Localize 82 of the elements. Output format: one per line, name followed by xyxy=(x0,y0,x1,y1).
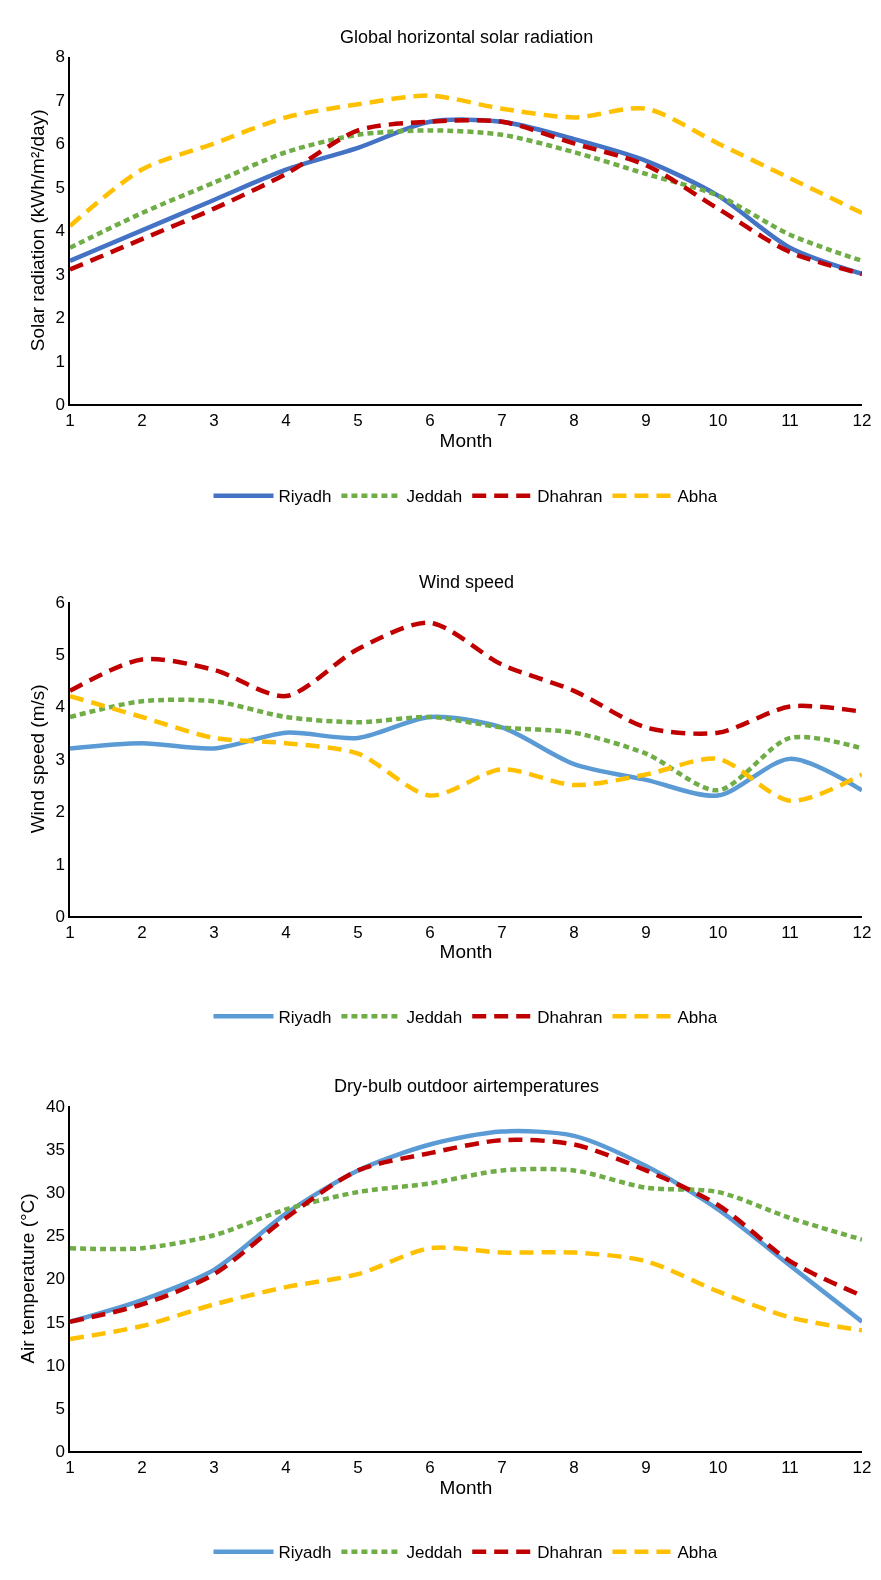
x-tick-label: 11 xyxy=(781,923,799,943)
x-tick-label: 7 xyxy=(497,411,507,431)
y-tick-label: 1 xyxy=(55,854,65,874)
y-tick-label: 10 xyxy=(45,1355,65,1375)
x-tick-label: 2 xyxy=(137,923,147,943)
x-tick-label: 10 xyxy=(708,923,728,943)
x-tick-label: 9 xyxy=(641,411,651,431)
y-tick-label: 7 xyxy=(55,90,65,110)
y-tick-label: 5 xyxy=(55,1399,65,1419)
x-tick-label: 6 xyxy=(425,1458,435,1478)
x-tick-label: 6 xyxy=(425,923,435,943)
x-tick-label: 4 xyxy=(281,1458,291,1478)
x-tick-label: 12 xyxy=(852,1458,872,1478)
legend-label: Jeddah xyxy=(406,1543,463,1563)
line-series xyxy=(70,1245,862,1342)
y-tick-label: 15 xyxy=(45,1312,65,1332)
legend-label: Abha xyxy=(677,1007,718,1027)
y-tick-label: 6 xyxy=(55,134,65,154)
x-tick-label: 2 xyxy=(137,411,147,431)
x-tick-label: 7 xyxy=(497,923,507,943)
x-tick-label: 8 xyxy=(569,923,579,943)
legend-label: Dhahran xyxy=(537,1543,603,1563)
x-tick-label: 3 xyxy=(209,411,219,431)
y-tick-label: 3 xyxy=(55,264,65,284)
legend-label: Riyadh xyxy=(278,487,332,507)
y-axis-title: Air temperature (°C) xyxy=(17,1193,39,1364)
x-axis-title: Month xyxy=(439,429,493,451)
chart-title: Wind speed xyxy=(419,572,515,592)
y-tick-label: 2 xyxy=(55,802,65,822)
y-tick-label: 20 xyxy=(45,1269,65,1289)
x-tick-label: 11 xyxy=(781,1458,799,1478)
y-axis-title: Wind speed (m/s) xyxy=(26,684,48,834)
line-series xyxy=(70,714,862,799)
legend-label: Dhahran xyxy=(537,1007,603,1027)
y-tick-label: 3 xyxy=(55,749,65,769)
legend-label: Abha xyxy=(677,487,718,507)
legend-label: Riyadh xyxy=(278,1543,332,1563)
y-tick-label: 6 xyxy=(55,592,65,612)
x-tick-label: 10 xyxy=(708,1458,728,1478)
y-tick-label: 1 xyxy=(55,351,65,371)
legend-label: Abha xyxy=(677,1543,718,1563)
line-series xyxy=(70,93,862,229)
x-tick-label: 9 xyxy=(641,923,651,943)
chart-title: Dry-bulb outdoor airtemperatures xyxy=(334,1076,600,1096)
y-axis-title: Solar radiation (kWh/m²/day) xyxy=(26,109,48,352)
y-tick-label: 40 xyxy=(45,1096,65,1116)
x-tick-label: 5 xyxy=(353,1458,363,1478)
x-tick-label: 6 xyxy=(425,411,435,431)
x-tick-label: 8 xyxy=(569,1458,579,1478)
x-tick-label: 3 xyxy=(209,923,219,943)
x-tick-label: 12 xyxy=(852,923,872,943)
legend-label: Jeddah xyxy=(406,1007,463,1027)
x-axis-title: Month xyxy=(439,1476,493,1498)
y-tick-label: 2 xyxy=(55,308,65,328)
y-tick-label: 0 xyxy=(55,906,65,926)
y-tick-label: 30 xyxy=(45,1182,65,1202)
x-tick-label: 7 xyxy=(497,1458,507,1478)
y-tick-label: 5 xyxy=(55,177,65,197)
x-tick-label: 10 xyxy=(708,411,728,431)
x-tick-label: 8 xyxy=(569,411,579,431)
legend-label: Riyadh xyxy=(278,1007,332,1027)
legend-label: Jeddah xyxy=(406,487,463,507)
x-tick-label: 4 xyxy=(281,411,291,431)
x-tick-label: 11 xyxy=(781,411,799,431)
y-tick-label: 5 xyxy=(55,645,65,665)
x-tick-label: 4 xyxy=(281,923,291,943)
y-tick-label: 4 xyxy=(55,221,65,241)
y-tick-label: 25 xyxy=(45,1226,65,1246)
x-tick-label: 12 xyxy=(852,411,872,431)
x-tick-label: 9 xyxy=(641,1458,651,1478)
y-tick-label: 0 xyxy=(55,1442,65,1462)
y-tick-label: 8 xyxy=(55,47,65,67)
x-tick-label: 5 xyxy=(353,411,363,431)
y-tick-label: 4 xyxy=(55,697,65,717)
y-tick-label: 0 xyxy=(55,395,65,415)
legend-label: Dhahran xyxy=(537,487,603,507)
x-axis-title: Month xyxy=(439,941,493,963)
y-tick-label: 35 xyxy=(45,1139,65,1159)
x-tick-label: 2 xyxy=(137,1458,147,1478)
x-tick-label: 5 xyxy=(353,923,363,943)
chart-title: Global horizontal solar radiation xyxy=(340,27,594,47)
x-tick-label: 3 xyxy=(209,1458,219,1478)
